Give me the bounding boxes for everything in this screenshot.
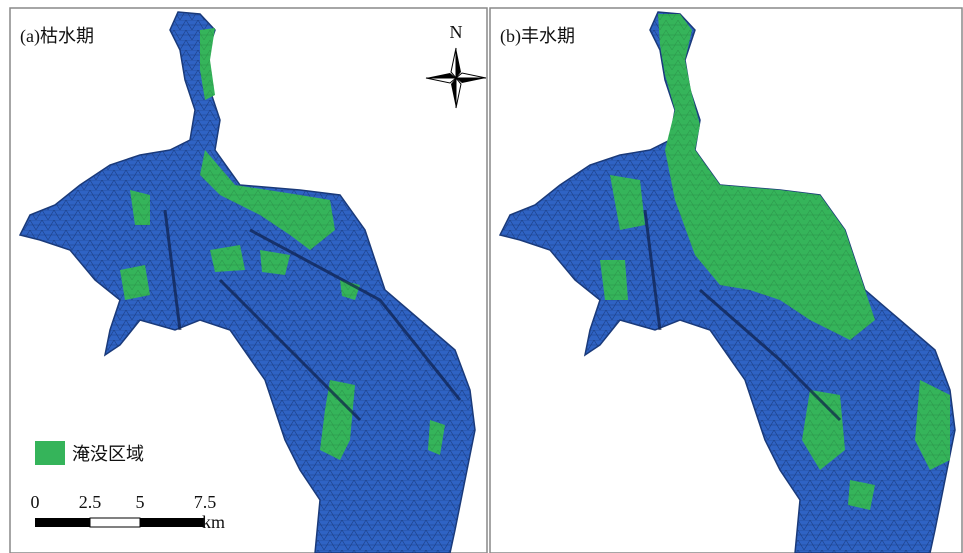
scale-unit: km <box>202 512 225 532</box>
map-figure: (a)枯水期 (b)丰水期 N 淹没区域 0 2.5 5 7.5km <box>0 0 963 553</box>
lake-map-a <box>20 12 475 553</box>
scale-tick-label: 7.5 <box>194 492 217 512</box>
scale-tick-label: 2.5 <box>79 492 102 512</box>
scale-bar: 0 2.5 5 7.5km <box>31 492 226 532</box>
legend-swatch <box>35 441 65 465</box>
scale-tick-label: 0 <box>31 492 40 512</box>
lake-map-b <box>500 12 955 553</box>
legend: 淹没区域 <box>35 441 144 465</box>
scale-tick-label: 5 <box>136 492 145 512</box>
page: (a)枯水期 (b)丰水期 N 淹没区域 02.557.5km (() => {… <box>0 0 963 553</box>
panel-label: (b)丰水期 <box>500 26 575 47</box>
north-label: N <box>450 22 463 42</box>
panel-label: (a)枯水期 <box>20 26 94 47</box>
legend-label: 淹没区域 <box>72 444 144 464</box>
north-arrow: N <box>426 22 486 108</box>
